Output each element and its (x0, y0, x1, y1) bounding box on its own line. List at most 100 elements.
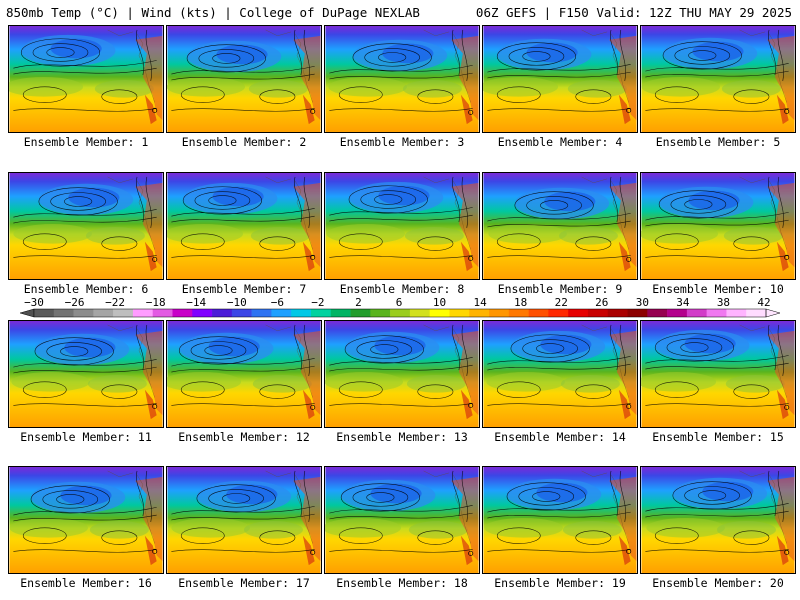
colorbar-swatch (548, 309, 569, 317)
ensemble-member-panel: Ensemble Member: 5 (640, 25, 796, 149)
ensemble-member-label: Ensemble Member: 19 (494, 576, 626, 590)
colorbar-swatch (73, 309, 94, 317)
ensemble-member-panel: Ensemble Member: 6 (8, 172, 164, 296)
ensemble-member-map (482, 320, 638, 428)
ensemble-member-panel: Ensemble Member: 8 (324, 172, 480, 296)
map-title-right: 06Z GEFS | F150 Valid: 12Z THU MAY 29 20… (475, 5, 792, 20)
colorbar-swatch (390, 309, 411, 317)
colorbar-swatch (310, 309, 332, 317)
colorbar-swatch (409, 309, 430, 317)
colorbar-tick-label: −10 (226, 296, 247, 309)
ensemble-member-map (640, 25, 796, 133)
colorbar-swatch (172, 309, 193, 317)
colorbar-swatch (726, 309, 747, 317)
ensemble-member-map (482, 172, 638, 280)
colorbar-swatch (350, 309, 371, 317)
colorbar-tick-label: 38 (716, 296, 731, 309)
colorbar-swatch (607, 309, 628, 317)
ensemble-member-panel: Ensemble Member: 9 (482, 172, 638, 296)
ensemble-member-map (8, 25, 164, 133)
ensemble-member-panel: Ensemble Member: 10 (640, 172, 796, 296)
ensemble-member-map (640, 320, 796, 428)
colorbar-tick-label: 42 (757, 296, 771, 309)
colorbar-tick-label: −2 (311, 296, 325, 309)
ensemble-member-panel: Ensemble Member: 18 (324, 466, 480, 590)
colorbar-tick-label: 26 (595, 296, 609, 309)
colorbar-swatch (469, 309, 490, 317)
colorbar-swatch (587, 309, 609, 317)
ensemble-member-map (166, 320, 322, 428)
colorbar-tick-label: −26 (64, 296, 85, 309)
ensemble-member-panel: Ensemble Member: 19 (482, 466, 638, 590)
colorbar-swatch (212, 309, 233, 317)
colorbar-tick-label: −14 (186, 296, 207, 309)
ensemble-member-label: Ensemble Member: 11 (20, 430, 152, 444)
ensemble-member-panel: Ensemble Member: 7 (166, 172, 322, 296)
ensemble-member-label: Ensemble Member: 17 (178, 576, 310, 590)
ensemble-member-map (8, 172, 164, 280)
colorbar-swatch (291, 309, 312, 317)
ensemble-member-map (166, 25, 322, 133)
ensemble-member-map (324, 25, 480, 133)
ensemble-member-label: Ensemble Member: 3 (339, 135, 465, 149)
ensemble-member-map (324, 320, 480, 428)
colorbar-swatch (370, 309, 391, 317)
colorbar-swatch (152, 309, 173, 317)
colorbar-swatch (132, 309, 154, 317)
ensemble-member-label: Ensemble Member: 10 (652, 282, 784, 296)
ensemble-member-map (482, 25, 638, 133)
colorbar-swatch (489, 309, 510, 317)
colorbar-tick-label: 2 (355, 296, 362, 309)
colorbar-swatch (528, 309, 549, 317)
colorbar-tick-label: 22 (554, 296, 568, 309)
ensemble-member-label: Ensemble Member: 7 (181, 282, 307, 296)
colorbar-swatch (251, 309, 272, 317)
ensemble-member-panel: Ensemble Member: 12 (166, 320, 322, 444)
colorbar-swatch (568, 309, 589, 317)
ensemble-member-panel: Ensemble Member: 11 (8, 320, 164, 444)
colorbar-swatch (113, 309, 134, 317)
colorbar-tick-label: 34 (676, 296, 690, 309)
colorbar-tick-label: −6 (270, 296, 284, 309)
ensemble-member-map (8, 466, 164, 574)
colorbar-swatch (429, 309, 450, 317)
ensemble-member-map (482, 466, 638, 574)
colorbar-tick-label: −22 (105, 296, 126, 309)
ensemble-member-label: Ensemble Member: 6 (23, 282, 149, 296)
colorbar-swatch (449, 309, 470, 317)
ensemble-member-panel: Ensemble Member: 16 (8, 466, 164, 590)
colorbar-swatch (271, 309, 292, 317)
ensemble-member-panel: Ensemble Member: 3 (324, 25, 480, 149)
ensemble-member-label: Ensemble Member: 16 (20, 576, 152, 590)
ensemble-member-panel: Ensemble Member: 14 (482, 320, 638, 444)
temperature-colorbar (19, 308, 781, 318)
colorbar-swatch (746, 309, 767, 317)
ensemble-member-label: Ensemble Member: 13 (336, 430, 468, 444)
ensemble-member-map (640, 172, 796, 280)
ensemble-member-map (324, 466, 480, 574)
ensemble-member-label: Ensemble Member: 9 (497, 282, 623, 296)
map-title-left: 850mb Temp (°C) | Wind (kts) | College o… (6, 5, 420, 20)
ensemble-member-panel: Ensemble Member: 13 (324, 320, 480, 444)
colorbar-swatch (508, 309, 529, 317)
colorbar-tick-label: 6 (395, 296, 403, 309)
ensemble-member-label: Ensemble Member: 15 (652, 430, 784, 444)
ensemble-member-panel: Ensemble Member: 1 (8, 25, 164, 149)
colorbar-swatch (686, 309, 707, 317)
colorbar-max-arrow (765, 308, 781, 318)
ensemble-member-label: Ensemble Member: 1 (23, 135, 149, 149)
ensemble-member-label: Ensemble Member: 12 (178, 430, 310, 444)
colorbar-swatch (647, 309, 668, 317)
ensemble-member-label: Ensemble Member: 2 (181, 135, 307, 149)
ensemble-member-map (166, 172, 322, 280)
colorbar-tick-label: −18 (145, 296, 166, 309)
ensemble-member-panel: Ensemble Member: 15 (640, 320, 796, 444)
colorbar-swatch (34, 309, 55, 317)
colorbar-swatch (53, 309, 74, 317)
ensemble-member-panel: Ensemble Member: 4 (482, 25, 638, 149)
colorbar-swatch (192, 309, 213, 317)
colorbar-tick-label: 14 (473, 296, 487, 309)
colorbar-swatch (93, 309, 114, 317)
ensemble-member-map (166, 466, 322, 574)
ensemble-member-label: Ensemble Member: 8 (339, 282, 465, 296)
